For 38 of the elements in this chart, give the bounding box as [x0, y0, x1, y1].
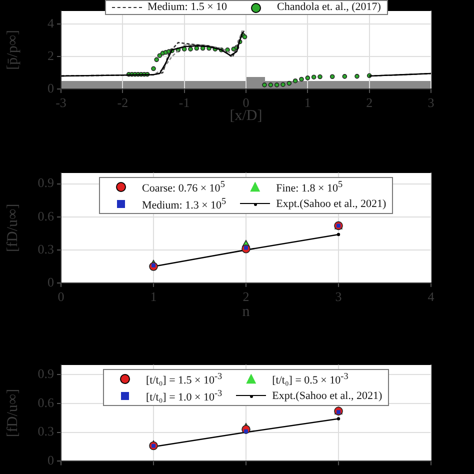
x-tick-label: -1: [178, 95, 190, 110]
y-tick-label: 0: [48, 274, 54, 290]
legend-label: Medium: 1.5 × 10: [148, 1, 228, 14]
legend-label: [t/t₀] = 1.5 × 10$^{-3}$: [146, 370, 222, 388]
y-tick-label: 4: [48, 15, 54, 30]
y-axis-title: [fD/u∞]: [4, 388, 21, 438]
x-tick-label: -3: [56, 95, 66, 110]
x-axis-title: [x/D]: [230, 108, 262, 124]
y-tick-label: 0: [48, 80, 54, 96]
y-tick-label: 0.3: [38, 424, 54, 439]
x-tick-label: 3: [335, 289, 342, 304]
x-tick-label: 0: [242, 95, 250, 110]
legend-label: Medium: 1.3 × 10$^{5}$: [142, 195, 226, 214]
legend-label: Chandola et. al., (2017): [277, 1, 381, 14]
y-tick-label: 0.3: [38, 241, 54, 256]
x-tick-label: 0: [58, 289, 64, 304]
y-axis-title: [fD/u∞]: [4, 204, 21, 252]
y-axis-title: [p̄/p∞]: [4, 30, 21, 70]
x-tick-label: 1: [150, 289, 157, 304]
x-tick-label: 4: [428, 289, 435, 304]
y-tick-label: 0.6: [38, 208, 54, 224]
legend-label: Coarse: 0.76 × 10$^{5}$: [142, 178, 225, 196]
legend-label: Expt.(Sahoo et al., 2021): [272, 390, 382, 403]
x-tick-label: 2: [242, 289, 250, 304]
y-tick-label: 0: [48, 452, 54, 468]
x-tick-label: 3: [428, 95, 434, 110]
legend-label: Fine: 1.8 × 10$^{5}$: [276, 178, 343, 196]
x-tick-label: 2: [366, 95, 373, 110]
legend-label: [t/t₀] = 1.0 × 10$^{-3}$: [146, 387, 222, 406]
x-tick-label: -2: [117, 95, 128, 110]
y-tick-label: 2: [48, 48, 54, 63]
y-tick-label: 0.9: [38, 366, 54, 381]
x-tick-label: 1: [304, 95, 311, 110]
legend-label: [t/t₀] = 0.5 × 10$^{-3}$: [272, 370, 348, 388]
y-tick-label: 0.9: [38, 175, 54, 190]
y-tick-label: 0.6: [38, 394, 54, 410]
x-axis-title: n: [242, 304, 250, 320]
legend-label: Expt.(Sahoo et al., 2021): [276, 198, 386, 211]
